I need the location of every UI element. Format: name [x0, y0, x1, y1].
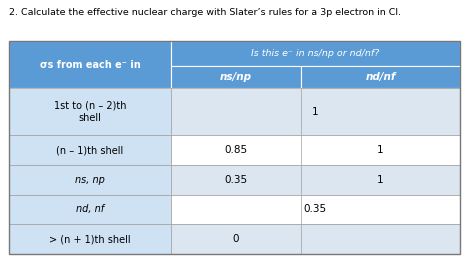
Bar [9, 41, 171, 88]
Text: (n – 1)th shell: (n – 1)th shell [56, 145, 124, 155]
Text: σs from each e⁻ in: σs from each e⁻ in [40, 60, 140, 70]
Bar [9, 135, 171, 165]
Bar [9, 195, 171, 224]
Bar [171, 165, 460, 195]
Bar [301, 135, 460, 165]
Bar [301, 195, 460, 224]
Text: Is this e⁻ in ns/np or nd/nf?: Is this e⁻ in ns/np or nd/nf? [251, 49, 379, 58]
Text: 1: 1 [377, 145, 383, 155]
Text: nd/nf: nd/nf [365, 72, 396, 82]
Text: nd, nf: nd, nf [76, 204, 104, 214]
Bar [301, 66, 460, 88]
Bar [301, 224, 460, 254]
Bar [9, 41, 460, 254]
Text: ns/np: ns/np [220, 72, 252, 82]
Text: > (n + 1)th shell: > (n + 1)th shell [49, 234, 131, 244]
Bar [171, 195, 460, 224]
Bar [301, 88, 460, 135]
Text: 0.35: 0.35 [304, 204, 327, 214]
Text: 2. Calculate the effective nuclear charge with Slater’s rules for a 3p electron : 2. Calculate the effective nuclear charg… [9, 8, 401, 17]
Text: 1st to (n – 2)th
shell: 1st to (n – 2)th shell [54, 101, 126, 123]
Bar [9, 88, 171, 135]
Text: 1: 1 [377, 175, 383, 185]
Bar [9, 165, 171, 195]
Bar [171, 66, 301, 88]
Bar [301, 165, 460, 195]
Bar [171, 224, 460, 254]
Text: ns, np: ns, np [75, 175, 105, 185]
Text: 1: 1 [312, 107, 319, 117]
Bar [171, 135, 460, 165]
Text: 0: 0 [233, 234, 239, 244]
Bar [171, 41, 460, 66]
Bar [9, 224, 171, 254]
Text: 0.35: 0.35 [224, 175, 247, 185]
Text: 0.85: 0.85 [224, 145, 247, 155]
Bar [171, 88, 460, 135]
